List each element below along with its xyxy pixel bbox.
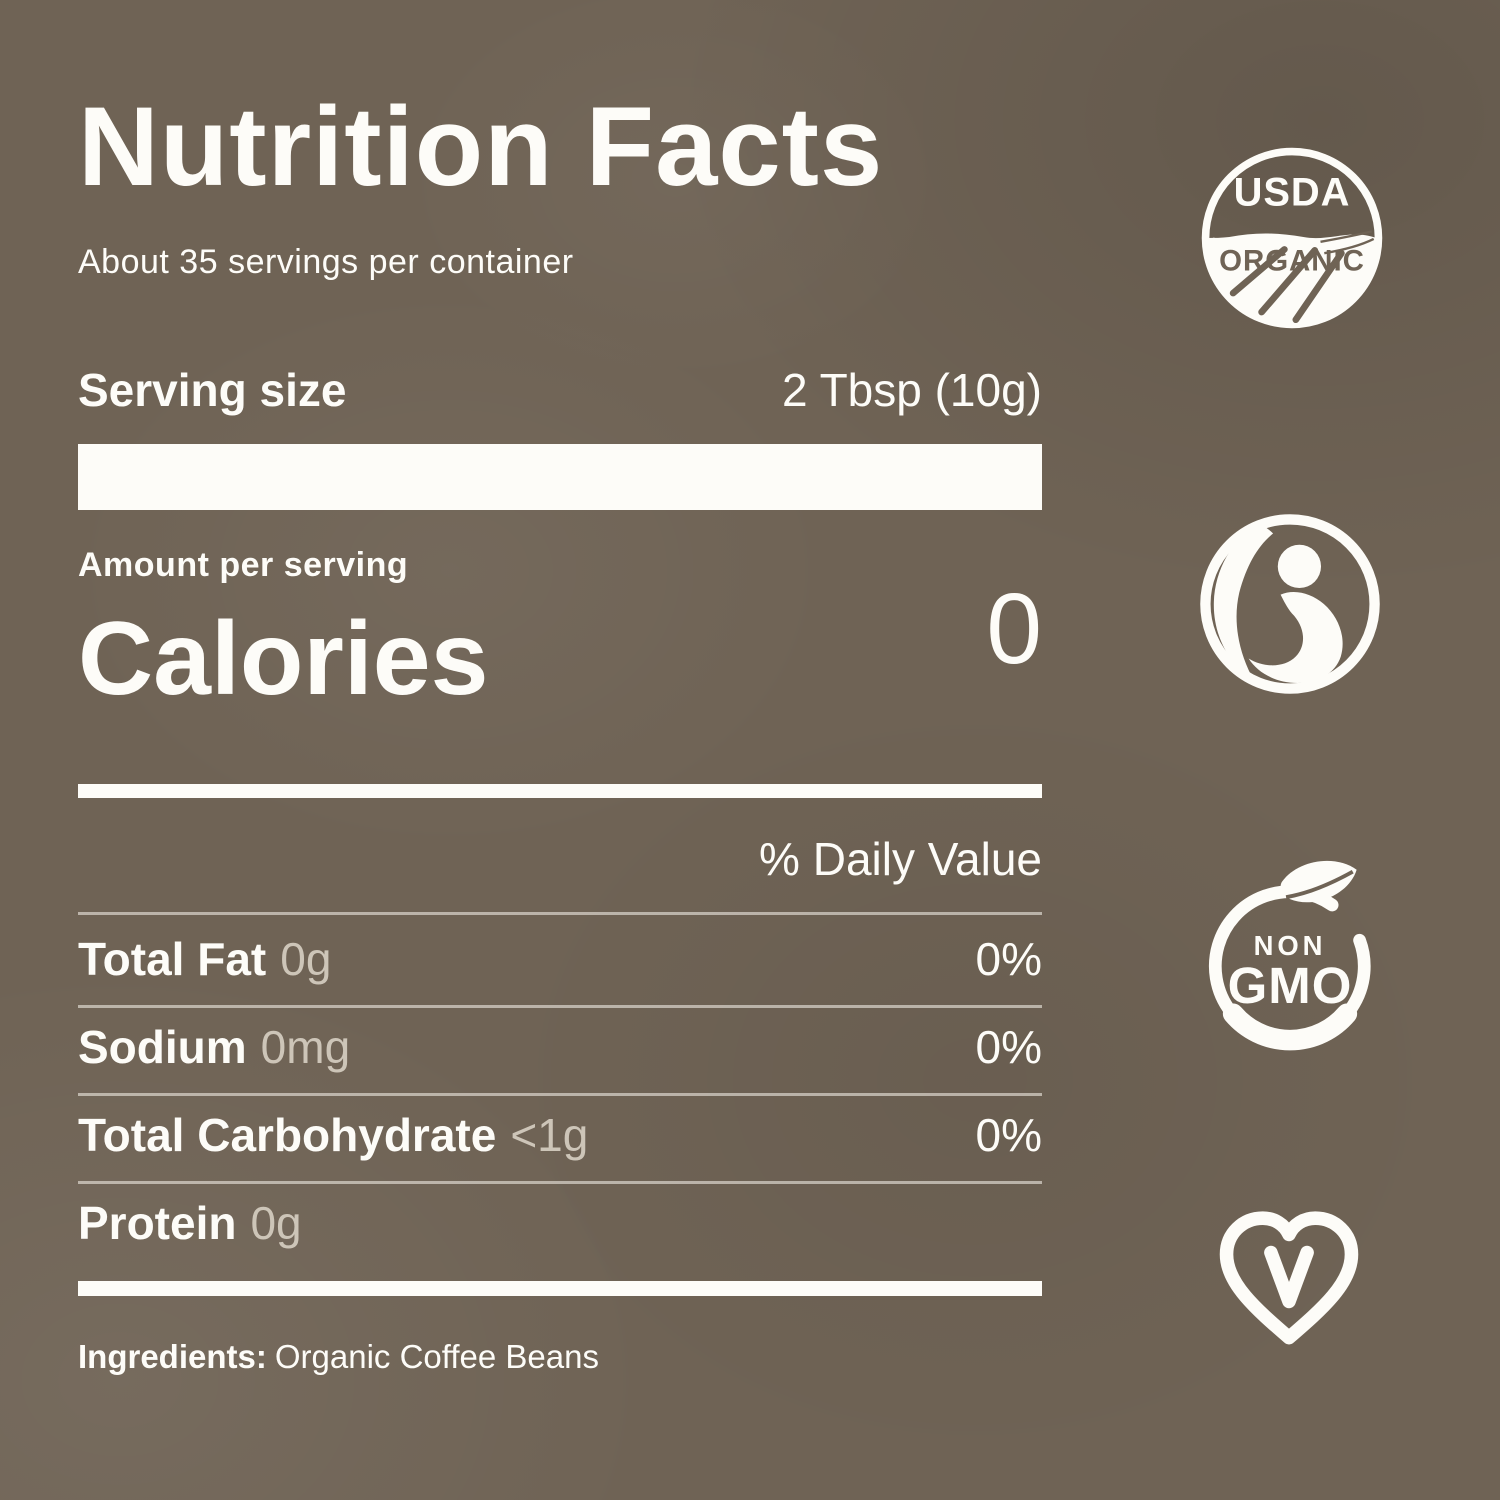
row-separator <box>78 1005 1042 1008</box>
row-separator <box>78 912 1042 915</box>
row-separator <box>78 1093 1042 1096</box>
fairtrade-icon <box>1196 510 1384 698</box>
ingredients-label: Ingredients: <box>78 1338 267 1375</box>
serving-size-label: Serving size <box>78 364 347 416</box>
divider-bar-medium <box>78 784 1042 798</box>
nutrient-amount: <1g <box>510 1109 589 1161</box>
vegan-heart-icon <box>1203 1200 1375 1354</box>
ingredients-value: Organic Coffee Beans <box>274 1338 599 1375</box>
gmo-text: GMO <box>1228 957 1353 1014</box>
calories-value: 0 <box>986 573 1042 685</box>
page-title: Nutrition Facts <box>78 84 884 209</box>
nutrient-row-total-fat: Total Fat 0g 0% <box>78 932 1042 986</box>
nutrient-amount: 0g <box>250 1197 302 1249</box>
serving-size-value: 2 Tbsp (10g) <box>782 364 1042 416</box>
nutrient-row-sodium: Sodium 0mg 0% <box>78 1020 1042 1074</box>
nutrient-row-total-carbohydrate: Total Carbohydrate <1g 0% <box>78 1108 1042 1162</box>
divider-bar-thick <box>78 444 1042 510</box>
nutrient-daily-value: 0% <box>975 1021 1042 1073</box>
non-gmo-icon: NON GMO <box>1192 856 1388 1052</box>
nutrient-label: Total Carbohydrate <box>78 1109 497 1161</box>
nutrient-label: Sodium <box>78 1021 247 1073</box>
vegan-v-mark <box>1264 1245 1314 1309</box>
ingredients-line: Ingredients: Organic Coffee Beans <box>78 1338 1042 1376</box>
nutrient-label: Total Fat <box>78 933 267 985</box>
nutrient-amount: 0g <box>280 933 332 985</box>
servings-per-container: About 35 servings per container <box>78 243 574 281</box>
usda-organic-icon: USDA ORGANIC <box>1197 143 1387 333</box>
daily-value-header: % Daily Value <box>759 833 1042 885</box>
calories-label: Calories <box>78 601 489 717</box>
nutrient-row-protein: Protein 0g <box>78 1196 1042 1250</box>
non-text: NON <box>1254 930 1327 961</box>
amount-per-serving-label: Amount per serving <box>78 546 409 584</box>
nutrient-amount: 0mg <box>260 1021 351 1073</box>
row-separator <box>78 1181 1042 1184</box>
serving-size-row: Serving size 2 Tbsp (10g) <box>78 363 1042 417</box>
nutrient-daily-value: 0% <box>975 933 1042 985</box>
usda-text: USDA <box>1234 171 1351 215</box>
nutrient-label: Protein <box>78 1197 237 1249</box>
divider-bar-bottom <box>78 1281 1042 1296</box>
nutrient-daily-value: 0% <box>975 1109 1042 1161</box>
